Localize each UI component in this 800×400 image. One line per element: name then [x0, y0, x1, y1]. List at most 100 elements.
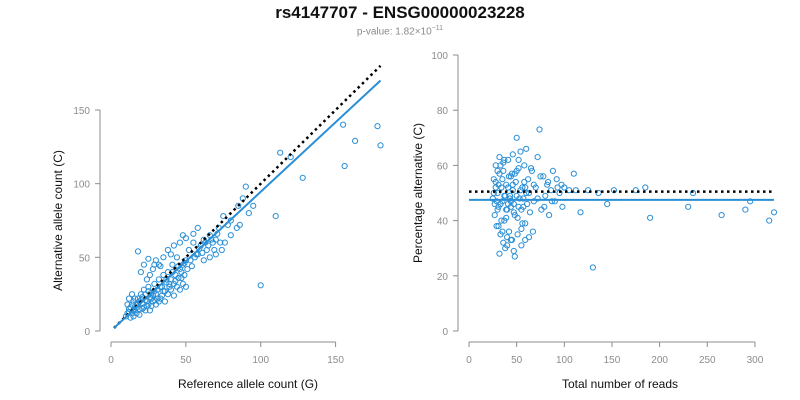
left-data-point [184, 266, 191, 273]
left-data-point [166, 283, 173, 290]
left-data-point [179, 232, 186, 239]
left-data-point [242, 183, 249, 190]
right-data-point [513, 134, 520, 141]
right-x-tick-label: 150 [604, 355, 621, 366]
right-data-point [497, 162, 504, 169]
left-data-point [178, 274, 185, 282]
left-data-point [377, 142, 384, 149]
left-data-point [374, 123, 381, 130]
left-data-point [143, 298, 150, 305]
right-data-point [742, 206, 749, 213]
left-y-tick-label: 0 [84, 327, 90, 338]
right-data-point [497, 200, 504, 208]
right-data-point [499, 228, 506, 235]
left-data-point [181, 260, 188, 267]
left-data-point [145, 301, 152, 308]
right-data-point [595, 189, 602, 197]
right-data-point [495, 223, 502, 230]
right-data-point [524, 200, 531, 208]
right-data-point [511, 212, 518, 219]
left-data-point [340, 121, 347, 128]
right-scatter-panel: 0 50 100 150 200 250 300 0 20 40 60 80 100 Total numb… [411, 51, 778, 391]
left-data-point [155, 276, 162, 283]
right-data-point [546, 212, 553, 219]
right-x-tick-label: 250 [699, 355, 716, 366]
left-data-point [140, 304, 147, 311]
left-data-point [151, 280, 158, 287]
right-data-point [585, 187, 592, 194]
left-data-point [217, 239, 224, 246]
right-x-tick-label: 0 [466, 355, 472, 366]
left-data-point [170, 242, 177, 249]
left-data-point [179, 280, 186, 287]
left-x-axis-label: Reference allele count (G) [178, 377, 318, 391]
right-data-point [632, 187, 639, 194]
right-data-point [537, 173, 544, 180]
left-data-point [146, 271, 153, 279]
right-data-point [518, 206, 525, 213]
right-data-point [503, 214, 510, 221]
left-x-tick-label: 100 [252, 355, 269, 366]
right-data-point [770, 209, 778, 216]
left-data-point [143, 276, 150, 283]
right-data-point [494, 206, 501, 213]
left-scatter-panel: 0 50 100 150 0 50 100 150 Reference allele count… [51, 64, 384, 391]
right-data-point [514, 231, 521, 238]
pvalue-text: p-value: 1.82×10 [356, 26, 432, 38]
left-data-point [272, 213, 279, 220]
right-data-point [515, 156, 522, 163]
right-data-point [510, 209, 517, 216]
right-data-point [534, 154, 541, 161]
right-data-point [496, 250, 503, 257]
left-x-tick-label: 50 [180, 355, 192, 366]
left-data-point [151, 261, 158, 268]
right-data-point [494, 189, 501, 197]
right-data-point [493, 223, 500, 230]
left-data-point [140, 261, 147, 268]
left-data-point [220, 213, 227, 220]
left-data-point [151, 297, 158, 304]
left-data-point [299, 174, 306, 181]
right-data-point [491, 212, 498, 219]
right-data-point [509, 181, 516, 188]
right-data-point [510, 247, 517, 255]
right-data-point [542, 192, 549, 199]
right-data-point [521, 178, 528, 186]
right-data-point [520, 195, 527, 202]
left-data-point [185, 246, 192, 254]
right-x-tick-label: 50 [511, 355, 523, 366]
right-data-point [534, 195, 541, 202]
left-data-point [196, 245, 203, 252]
left-data-point [136, 311, 143, 318]
left-data-point [218, 246, 225, 254]
left-y-tick-label: 50 [79, 253, 91, 264]
right-data-point [551, 198, 558, 205]
right-data-point [548, 198, 556, 205]
left-data-point [257, 282, 264, 289]
right-data-point [505, 228, 513, 235]
left-data-point [137, 269, 144, 276]
right-x-tick-label: 300 [747, 355, 764, 366]
pvalue-exponent: −11 [431, 25, 444, 32]
right-data-point [501, 192, 508, 199]
right-data-point [642, 184, 649, 191]
right-data-point [545, 178, 552, 186]
left-data-point [128, 291, 136, 298]
right-data-point [496, 154, 503, 161]
left-data-point [169, 261, 176, 268]
right-data-point [559, 203, 566, 210]
left-data-point [221, 239, 228, 246]
right-data-point [529, 228, 537, 235]
left-data-point [182, 235, 189, 242]
right-data-point [577, 209, 584, 216]
right-data-point [589, 264, 597, 271]
right-data-point [530, 181, 537, 188]
left-data-point [188, 263, 195, 270]
right-data-point [558, 181, 565, 188]
left-y-tick-label: 150 [73, 106, 90, 117]
right-data-point [517, 148, 524, 155]
right-data-point [491, 200, 498, 208]
left-data-point [245, 210, 252, 217]
left-data-point [131, 295, 139, 302]
